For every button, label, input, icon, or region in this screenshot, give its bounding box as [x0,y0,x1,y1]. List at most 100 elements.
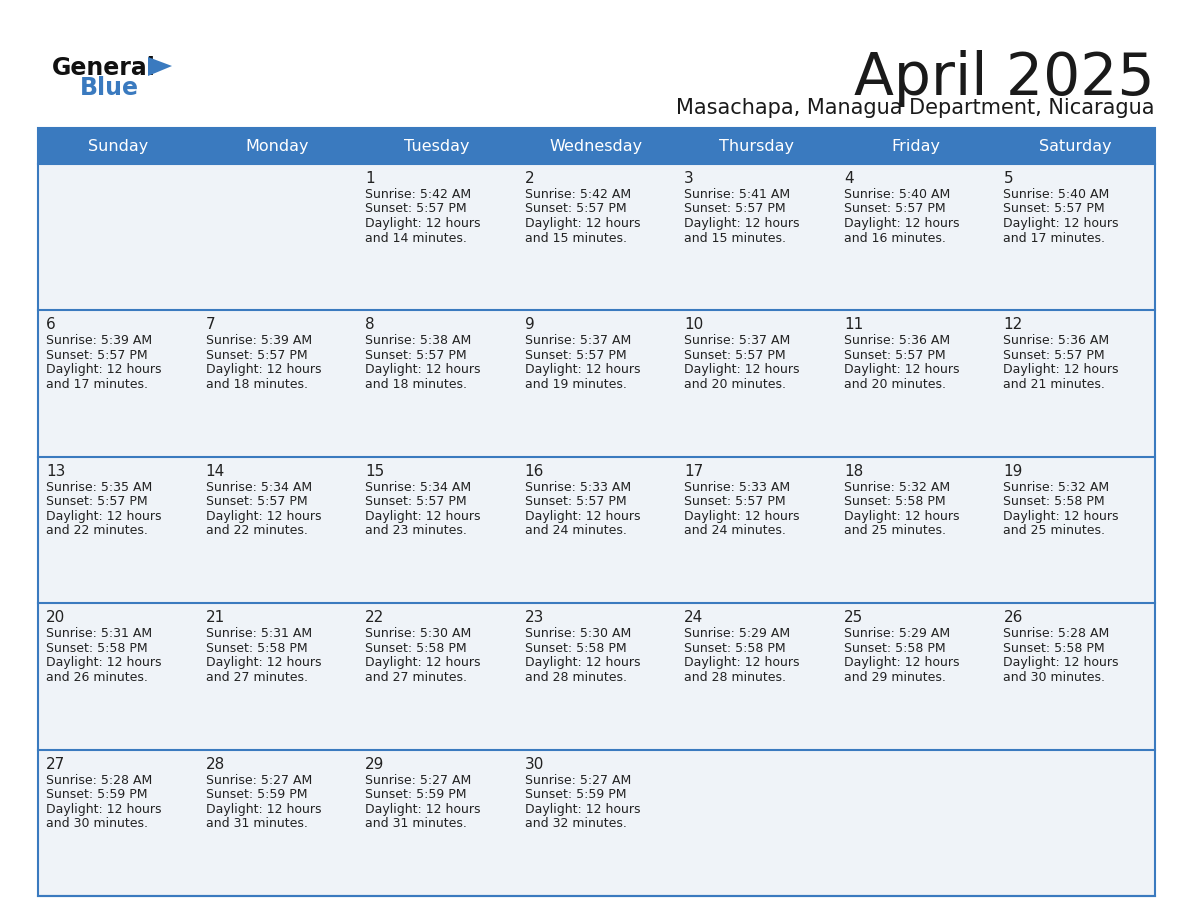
Text: Daylight: 12 hours: Daylight: 12 hours [365,509,481,522]
Text: Friday: Friday [891,139,940,153]
Text: Sunrise: 5:35 AM: Sunrise: 5:35 AM [46,481,152,494]
Text: and 18 minutes.: and 18 minutes. [206,378,308,391]
Bar [38,310,197,457]
Text: 13: 13 [46,464,65,479]
Text: 28: 28 [206,756,225,772]
Text: Daylight: 12 hours: Daylight: 12 hours [684,217,800,230]
Text: Daylight: 12 hours: Daylight: 12 hours [365,802,481,815]
Text: Sunrise: 5:39 AM: Sunrise: 5:39 AM [46,334,152,347]
Text: Masachapa, Managua Department, Nicaragua: Masachapa, Managua Department, Nicaragua [676,98,1155,118]
Bar [38,750,197,896]
Text: Daylight: 12 hours: Daylight: 12 hours [843,656,960,669]
Bar [676,457,836,603]
Text: 16: 16 [525,464,544,479]
Text: and 32 minutes.: and 32 minutes. [525,817,626,830]
Text: and 27 minutes.: and 27 minutes. [365,671,467,684]
Text: Sunset: 5:57 PM: Sunset: 5:57 PM [1004,349,1105,362]
Text: Daylight: 12 hours: Daylight: 12 hours [1004,217,1119,230]
Text: Sunset: 5:58 PM: Sunset: 5:58 PM [843,642,946,655]
Text: Sunrise: 5:31 AM: Sunrise: 5:31 AM [46,627,152,640]
Text: Sunrise: 5:34 AM: Sunrise: 5:34 AM [206,481,311,494]
Text: Blue: Blue [80,76,139,100]
Text: Daylight: 12 hours: Daylight: 12 hours [525,509,640,522]
Bar [197,603,358,750]
Text: Sunset: 5:57 PM: Sunset: 5:57 PM [525,349,626,362]
Text: Sunset: 5:59 PM: Sunset: 5:59 PM [206,788,307,801]
Text: Daylight: 12 hours: Daylight: 12 hours [1004,364,1119,376]
Bar [676,310,836,457]
Text: Sunset: 5:58 PM: Sunset: 5:58 PM [365,642,467,655]
Text: Sunset: 5:57 PM: Sunset: 5:57 PM [206,349,308,362]
Text: 21: 21 [206,610,225,625]
Text: Sunrise: 5:39 AM: Sunrise: 5:39 AM [206,334,311,347]
Text: and 16 minutes.: and 16 minutes. [843,231,946,244]
Text: Saturday: Saturday [1038,139,1112,153]
Bar [836,457,996,603]
Text: Sunset: 5:58 PM: Sunset: 5:58 PM [1004,496,1105,509]
Text: and 28 minutes.: and 28 minutes. [684,671,786,684]
Bar [517,164,676,310]
Bar [996,603,1155,750]
Text: Daylight: 12 hours: Daylight: 12 hours [46,802,162,815]
Text: Sunset: 5:57 PM: Sunset: 5:57 PM [46,349,147,362]
Text: Sunset: 5:57 PM: Sunset: 5:57 PM [525,496,626,509]
Text: Sunset: 5:58 PM: Sunset: 5:58 PM [1004,642,1105,655]
Text: Tuesday: Tuesday [404,139,469,153]
Text: Sunrise: 5:40 AM: Sunrise: 5:40 AM [1004,188,1110,201]
Text: 9: 9 [525,318,535,332]
Text: Sunset: 5:57 PM: Sunset: 5:57 PM [46,496,147,509]
Text: Sunset: 5:57 PM: Sunset: 5:57 PM [684,496,786,509]
Text: and 19 minutes.: and 19 minutes. [525,378,626,391]
Text: Sunrise: 5:29 AM: Sunrise: 5:29 AM [684,627,790,640]
Bar [358,310,517,457]
Text: 29: 29 [365,756,385,772]
Text: Daylight: 12 hours: Daylight: 12 hours [365,364,481,376]
Text: and 29 minutes.: and 29 minutes. [843,671,946,684]
Text: Sunset: 5:57 PM: Sunset: 5:57 PM [365,349,467,362]
Text: Sunrise: 5:36 AM: Sunrise: 5:36 AM [843,334,950,347]
Text: and 17 minutes.: and 17 minutes. [1004,231,1105,244]
Text: Sunset: 5:58 PM: Sunset: 5:58 PM [46,642,147,655]
Text: and 14 minutes.: and 14 minutes. [365,231,467,244]
Bar [358,457,517,603]
Text: Daylight: 12 hours: Daylight: 12 hours [525,364,640,376]
Text: 15: 15 [365,464,385,479]
Text: Sunrise: 5:27 AM: Sunrise: 5:27 AM [525,774,631,787]
Text: Daylight: 12 hours: Daylight: 12 hours [1004,656,1119,669]
Text: and 17 minutes.: and 17 minutes. [46,378,148,391]
Text: 26: 26 [1004,610,1023,625]
Text: and 30 minutes.: and 30 minutes. [1004,671,1105,684]
Text: Daylight: 12 hours: Daylight: 12 hours [525,217,640,230]
Bar [197,457,358,603]
Text: Sunday: Sunday [88,139,148,153]
Bar [197,164,358,310]
Text: Sunrise: 5:27 AM: Sunrise: 5:27 AM [206,774,311,787]
Text: Sunrise: 5:33 AM: Sunrise: 5:33 AM [684,481,790,494]
Bar [38,128,1155,164]
Text: Daylight: 12 hours: Daylight: 12 hours [46,509,162,522]
Bar [836,164,996,310]
Text: 1: 1 [365,171,374,186]
Text: Sunset: 5:57 PM: Sunset: 5:57 PM [684,349,786,362]
Text: 19: 19 [1004,464,1023,479]
Text: Sunrise: 5:37 AM: Sunrise: 5:37 AM [525,334,631,347]
Text: Daylight: 12 hours: Daylight: 12 hours [525,656,640,669]
Text: Sunset: 5:57 PM: Sunset: 5:57 PM [843,203,946,216]
Text: Sunrise: 5:42 AM: Sunrise: 5:42 AM [365,188,472,201]
Text: 22: 22 [365,610,385,625]
Text: Daylight: 12 hours: Daylight: 12 hours [206,509,321,522]
Text: Sunset: 5:57 PM: Sunset: 5:57 PM [1004,203,1105,216]
Text: and 24 minutes.: and 24 minutes. [525,524,626,537]
Text: and 21 minutes.: and 21 minutes. [1004,378,1105,391]
Text: 17: 17 [684,464,703,479]
Text: Sunset: 5:57 PM: Sunset: 5:57 PM [365,203,467,216]
Text: General: General [52,56,156,80]
Text: Sunrise: 5:28 AM: Sunrise: 5:28 AM [1004,627,1110,640]
Text: Daylight: 12 hours: Daylight: 12 hours [843,364,960,376]
Bar [358,164,517,310]
Text: Daylight: 12 hours: Daylight: 12 hours [843,217,960,230]
Text: Sunrise: 5:36 AM: Sunrise: 5:36 AM [1004,334,1110,347]
Bar [197,750,358,896]
Text: Sunset: 5:57 PM: Sunset: 5:57 PM [365,496,467,509]
Text: Thursday: Thursday [719,139,794,153]
